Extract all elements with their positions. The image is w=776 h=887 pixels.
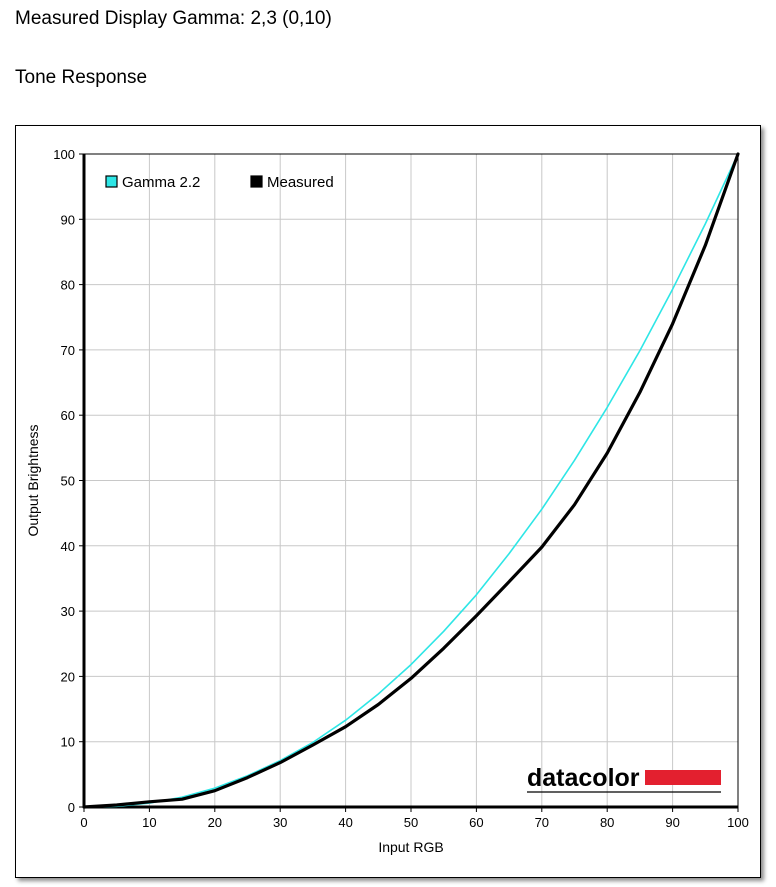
y-tick-label: 20 [61, 669, 75, 684]
y-tick-label: 100 [53, 147, 75, 162]
y-tick-label: 10 [61, 735, 75, 750]
datacolor-logo-bar [645, 770, 721, 785]
x-tick-label: 0 [80, 815, 87, 830]
x-tick-label: 40 [338, 815, 352, 830]
x-tick-label: 20 [208, 815, 222, 830]
page-title: Measured Display Gamma: 2,3 (0,10) [15, 8, 332, 29]
y-tick-label: 80 [61, 278, 75, 293]
x-tick-label: 70 [535, 815, 549, 830]
series-line-gamma-2-2 [83, 153, 739, 808]
x-tick-label: 80 [600, 815, 614, 830]
legend-swatch [250, 175, 263, 188]
x-axis-label: Input RGB [378, 839, 443, 855]
series-line-measured [82, 152, 740, 809]
legend-swatch [105, 175, 118, 188]
x-tick-label: 60 [469, 815, 483, 830]
tone-response-chart: 0 10 20 30 40 50 60 70 80 90 100 0 10 20 30 40 50 60 70 80 9… [25, 147, 749, 855]
x-tick-label: 50 [404, 815, 418, 830]
datacolor-logo-text: datacolor [527, 764, 640, 792]
x-tick-label: 30 [273, 815, 287, 830]
y-tick-label: 30 [61, 604, 75, 619]
y-tick-label: 90 [61, 212, 75, 227]
y-tick-label: 40 [61, 539, 75, 554]
y-tick-label: 50 [61, 474, 75, 489]
x-tick-label: 10 [142, 815, 156, 830]
x-tick-label: 90 [665, 815, 679, 830]
y-tick-label: 70 [61, 343, 75, 358]
legend-label: Measured [267, 174, 334, 191]
x-tick-label: 100 [727, 815, 749, 830]
y-tick-label: 60 [61, 408, 75, 423]
section-title: Tone Response [15, 67, 148, 88]
chart-panel: 0 10 20 30 40 50 60 70 80 90 100 0 10 20 30 40 50 60 70 80 9… [15, 125, 761, 878]
legend-label: Gamma 2.2 [122, 174, 200, 191]
y-axis-label: Output Brightness [25, 424, 41, 536]
y-tick-label: 0 [68, 800, 75, 815]
